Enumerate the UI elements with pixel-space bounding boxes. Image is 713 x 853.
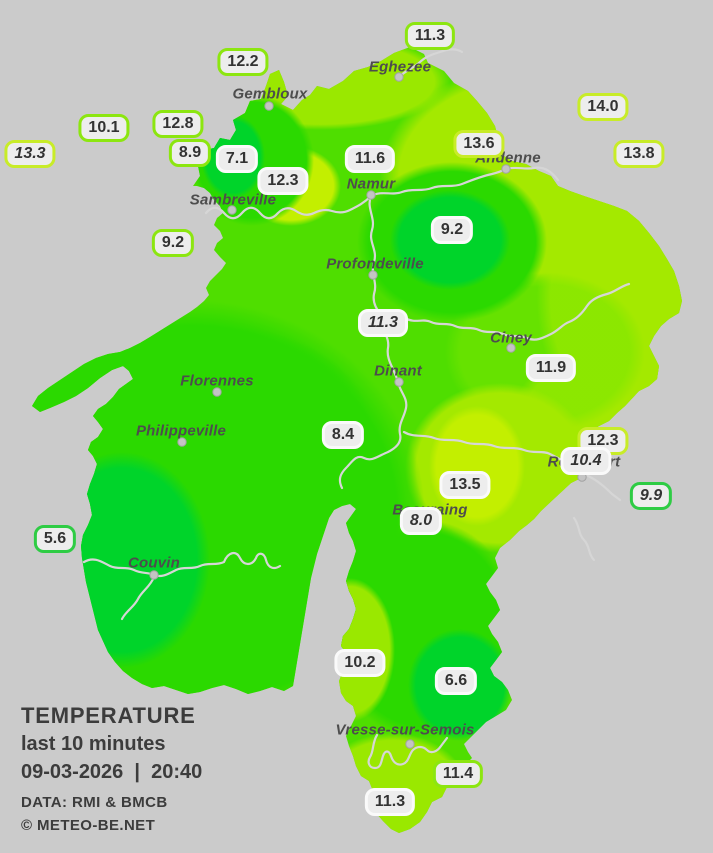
river-sambre (204, 194, 373, 220)
station-temp-label: 12.3 (257, 167, 309, 195)
map-title: TEMPERATURE (21, 703, 196, 728)
station-temp-label: 11.6 (344, 145, 396, 173)
city-dot-ciney (506, 343, 516, 353)
station-temp-label: 5.6 (33, 525, 77, 553)
station-temp-label: 11.3 (364, 788, 416, 816)
river-bocq (382, 282, 631, 341)
city-label-sambreville: Sambreville (189, 191, 277, 209)
map-subtitle: last 10 minutes (21, 733, 166, 755)
station-temp-label: 8.0 (399, 507, 443, 535)
river-lhomme (572, 516, 596, 562)
station-temp-label: 13.5 (439, 471, 491, 499)
rivers (82, 48, 631, 770)
station-temp-label: 14.0 (577, 93, 629, 121)
station-temp-label: 10.1 (78, 114, 130, 142)
station-temp-label: 11.3 (358, 309, 408, 337)
station-temp-label: 8.9 (168, 139, 212, 167)
river-meuse-east (369, 166, 560, 198)
station-temp-label: 7.1 (215, 145, 259, 173)
data-source: DATA: RMI & BMCB (21, 794, 168, 811)
city-label-profondeville: Profondeville (326, 255, 424, 273)
copyright-note: © METEO-BE.NET (21, 817, 156, 834)
river-semois (367, 733, 449, 770)
city-label-gembloux: Gembloux (232, 85, 308, 103)
city-dot-dinant (394, 377, 404, 387)
station-temp-label: 8.4 (321, 421, 365, 449)
city-label-florennes: Florennes (180, 372, 254, 390)
city-label-namur: Namur (346, 175, 396, 193)
city-label-dinant: Dinant (374, 362, 422, 380)
city-dot-sambreville (227, 205, 237, 215)
river-eau-noire (120, 575, 156, 621)
station-temp-label: 6.6 (434, 667, 478, 695)
river-lesse (402, 430, 622, 502)
city-dots (149, 72, 587, 749)
city-dot-couvin (149, 570, 159, 580)
river-viroin (82, 552, 282, 578)
station-temp-label: 11.4 (432, 760, 484, 788)
title-block: TEMPERATURE last 10 minutes 09-03-2026 |… (21, 703, 202, 834)
city-dot-profondeville (368, 270, 378, 280)
station-temp-label: 13.3 (4, 140, 56, 168)
map-datetime: 09-03-2026 | 20:40 (21, 761, 203, 783)
city-dot-philippeville (177, 437, 187, 447)
station-temp-label: 10.4 (560, 447, 612, 475)
city-dot-florennes (212, 387, 222, 397)
station-temp-label: 13.6 (453, 130, 505, 158)
city-dot-andenne (501, 164, 511, 174)
city-label-philippeville: Philippeville (135, 422, 227, 440)
station-temp-label: 12.8 (152, 110, 204, 138)
city-dot-gembloux (264, 101, 274, 111)
city-label-couvin: Couvin (127, 554, 181, 572)
river-mehaigne (397, 48, 464, 79)
station-temp-label: 11.9 (525, 354, 577, 382)
station-temp-label: 10.2 (334, 649, 386, 677)
station-temp-label: 11.3 (404, 22, 456, 50)
city-dot-eghezee (394, 72, 404, 82)
station-temp-label: 12.2 (217, 48, 269, 76)
city-dot-namur (366, 190, 376, 200)
city-dot-vresse-sur-semois (405, 739, 415, 749)
station-temp-label: 9.2 (151, 229, 195, 257)
station-temp-label: 13.8 (613, 140, 665, 168)
city-label-vresse-sur-semois: Vresse-sur-Semois (335, 721, 475, 739)
station-temp-label: 9.2 (430, 216, 474, 244)
city-label-eghezee: Eghezee (368, 58, 432, 76)
city-label-ciney: Ciney (490, 329, 532, 347)
station-temp-label: 9.9 (629, 482, 673, 510)
